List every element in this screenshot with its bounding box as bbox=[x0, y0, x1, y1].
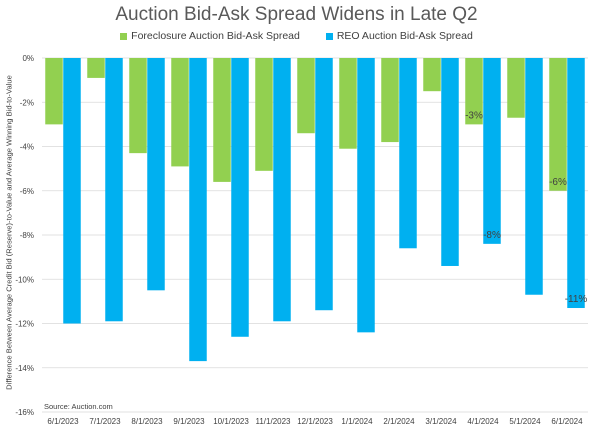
y-tick-label: -4% bbox=[20, 143, 34, 152]
bar-foreclosure bbox=[255, 58, 273, 171]
y-tick-label: -14% bbox=[15, 364, 34, 373]
bar-foreclosure bbox=[297, 58, 315, 134]
x-tick-label: 5/1/2024 bbox=[509, 417, 541, 426]
y-tick-label: -16% bbox=[15, 408, 34, 417]
bar-reo bbox=[567, 58, 585, 309]
chart-legend: Foreclosure Auction Bid-Ask Spread REO A… bbox=[0, 30, 593, 42]
bar-reo bbox=[63, 58, 81, 324]
y-tick-label: -10% bbox=[15, 275, 34, 284]
x-tick-label: 9/1/2023 bbox=[173, 417, 205, 426]
bar-reo bbox=[315, 58, 333, 311]
bar-foreclosure bbox=[339, 58, 357, 149]
bar-reo bbox=[273, 58, 291, 322]
bar-reo bbox=[189, 58, 207, 362]
x-tick-label: 11/1/2023 bbox=[256, 417, 292, 426]
bar-foreclosure bbox=[87, 58, 105, 78]
legend-item-foreclosure: Foreclosure Auction Bid-Ask Spread bbox=[120, 30, 300, 42]
y-tick-label: 0% bbox=[22, 54, 34, 63]
chart-title: Auction Bid-Ask Spread Widens in Late Q2 bbox=[115, 4, 478, 25]
legend-swatch-foreclosure bbox=[120, 32, 128, 40]
bar-reo bbox=[441, 58, 459, 266]
x-tick-label: 7/1/2023 bbox=[89, 417, 121, 426]
bar-foreclosure bbox=[129, 58, 147, 154]
x-tick-label: 2/1/2024 bbox=[383, 417, 415, 426]
legend-label-reo: REO Auction Bid-Ask Spread bbox=[336, 30, 473, 42]
y-tick-label: -2% bbox=[20, 98, 34, 107]
legend-swatch-reo bbox=[325, 32, 333, 40]
source-note: Source: Auction.com bbox=[44, 402, 113, 411]
bar-reo bbox=[483, 58, 501, 244]
bar-reo bbox=[147, 58, 165, 291]
x-tick-label: 1/1/2024 bbox=[341, 417, 373, 426]
bar-reo bbox=[525, 58, 543, 295]
data-label: -3% bbox=[465, 110, 483, 121]
legend-item-reo: REO Auction Bid-Ask Spread bbox=[325, 30, 473, 42]
bar-foreclosure bbox=[549, 58, 567, 191]
x-tick-label: 6/1/2024 bbox=[551, 417, 583, 426]
data-label: -8% bbox=[483, 230, 501, 241]
bar-reo bbox=[105, 58, 123, 322]
bar-foreclosure bbox=[507, 58, 525, 118]
bar-reo bbox=[231, 58, 249, 337]
x-tick-label: 3/1/2024 bbox=[425, 417, 457, 426]
legend-label-foreclosure: Foreclosure Auction Bid-Ask Spread bbox=[131, 30, 300, 42]
bar-foreclosure bbox=[465, 58, 483, 125]
bar-foreclosure bbox=[213, 58, 231, 182]
x-tick-label: 12/1/2023 bbox=[297, 417, 333, 426]
x-tick-label: 6/1/2023 bbox=[47, 417, 79, 426]
bar-reo bbox=[399, 58, 417, 249]
bar-foreclosure bbox=[381, 58, 399, 143]
data-label: -6% bbox=[549, 177, 567, 188]
bar-foreclosure bbox=[171, 58, 189, 167]
bar-foreclosure bbox=[45, 58, 63, 125]
x-tick-label: 8/1/2023 bbox=[131, 417, 163, 426]
y-tick-label: -8% bbox=[20, 231, 34, 240]
bar-reo bbox=[357, 58, 375, 333]
bar-foreclosure bbox=[423, 58, 441, 92]
x-tick-label: 10/1/2023 bbox=[213, 417, 249, 426]
x-tick-label: 4/1/2024 bbox=[467, 417, 499, 426]
data-label: -11% bbox=[565, 294, 588, 305]
y-tick-label: -12% bbox=[15, 320, 34, 329]
y-tick-label: -6% bbox=[20, 187, 34, 196]
